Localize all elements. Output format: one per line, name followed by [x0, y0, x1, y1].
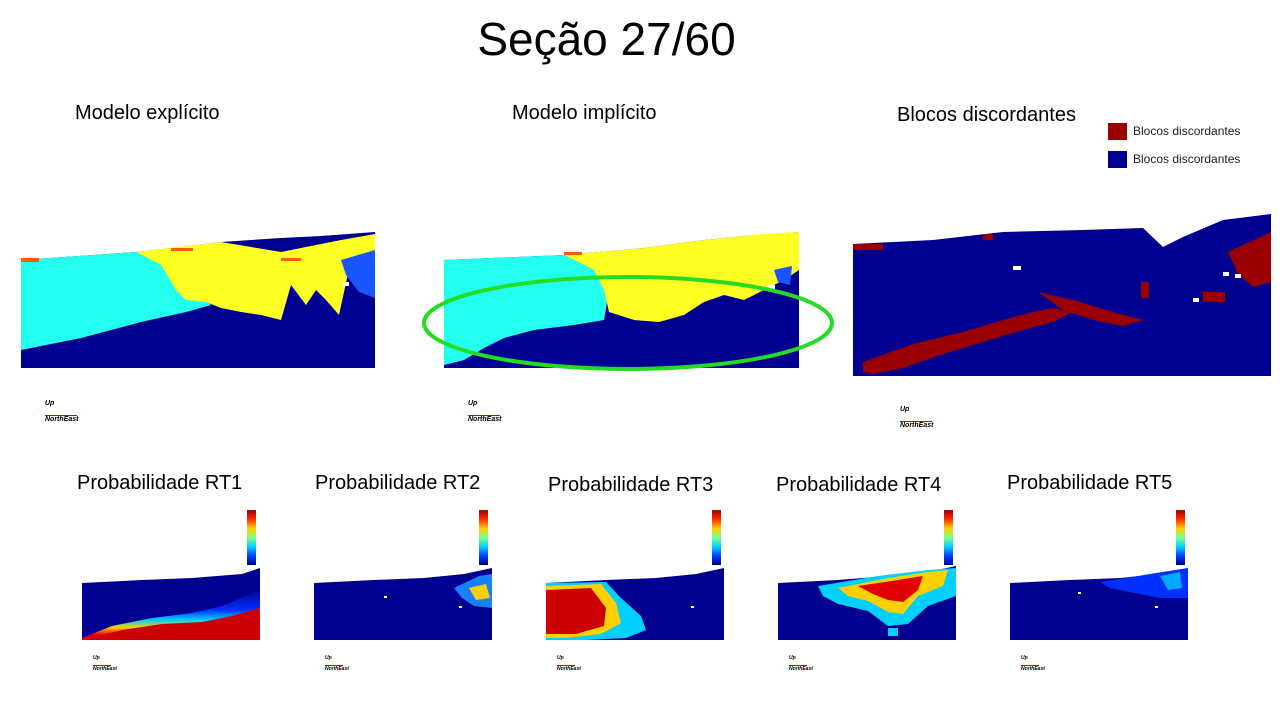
- up-axis-label: Up: [900, 406, 910, 413]
- label-implicit-model: Modelo implícito: [512, 102, 657, 124]
- probability-map-rt4: [778, 566, 956, 640]
- colorbar-rt4: [944, 510, 953, 565]
- label-probability-rt4: Probabilidade RT4: [776, 474, 942, 496]
- explicit-model-section: [21, 230, 376, 370]
- orientation-axes-explicit: Up NorthEast: [45, 400, 78, 423]
- label-probability-rt3: Probabilidade RT3: [548, 474, 714, 496]
- up-axis-label: Up: [789, 655, 796, 661]
- orientation-axes-rt4: Up NorthEast: [789, 655, 813, 672]
- legend-label-blue: Blocos discordantes: [1133, 152, 1241, 166]
- orientation-axes-implicit: Up NorthEast: [468, 400, 501, 423]
- colorbar-rt3: [712, 510, 721, 565]
- probability-map-rt1: [82, 568, 260, 640]
- probability-map-rt5: [1010, 568, 1188, 640]
- orientation-axes-discordant: Up NorthEast: [900, 406, 933, 429]
- legend: Blocos discordantes Blocos discordantes: [1108, 117, 1240, 173]
- northeast-axis-label: NorthEast: [325, 666, 349, 672]
- northeast-axis-label: NorthEast: [93, 666, 117, 672]
- discordant-blocks-section: [853, 212, 1271, 378]
- northeast-axis-label: NorthEast: [789, 666, 813, 672]
- orientation-axes-rt3: Up NorthEast: [557, 655, 581, 672]
- up-axis-label: Up: [557, 655, 564, 661]
- up-axis-label: Up: [325, 655, 332, 661]
- orientation-axes-rt5: Up NorthEast: [1021, 655, 1045, 672]
- label-discordant-blocks: Blocos discordantes: [897, 104, 1076, 126]
- colorbar-rt2: [479, 510, 488, 565]
- northeast-axis-label: NorthEast: [557, 666, 581, 672]
- colorbar-rt1: [247, 510, 256, 565]
- legend-swatch-red: [1108, 122, 1127, 140]
- northeast-axis-label: NorthEast: [1021, 666, 1045, 672]
- legend-swatch-blue: [1108, 150, 1127, 168]
- label-probability-rt2: Probabilidade RT2: [315, 472, 481, 494]
- highlight-ellipse: [422, 275, 834, 371]
- probability-map-rt3: [546, 568, 724, 640]
- up-axis-label: Up: [1021, 655, 1028, 661]
- up-axis-label: Up: [45, 400, 55, 407]
- colorbar-rt5: [1176, 510, 1185, 565]
- legend-label-red: Blocos discordantes: [1133, 124, 1241, 138]
- implicit-model-section: [444, 230, 800, 370]
- probability-map-rt2: [314, 568, 492, 640]
- northeast-axis-label: NorthEast: [468, 416, 502, 423]
- up-axis-label: Up: [93, 655, 100, 661]
- orientation-axes-rt2: Up NorthEast: [325, 655, 349, 672]
- northeast-axis-label: NorthEast: [45, 416, 79, 423]
- label-probability-rt5: Probabilidade RT5: [1007, 472, 1173, 494]
- label-explicit-model: Modelo explícito: [75, 102, 220, 124]
- label-probability-rt1: Probabilidade RT1: [77, 472, 243, 494]
- up-axis-label: Up: [468, 400, 478, 407]
- orientation-axes-rt1: Up NorthEast: [93, 655, 117, 672]
- northeast-axis-label: NorthEast: [900, 422, 934, 429]
- slide-title: Seção 27/60: [477, 13, 736, 65]
